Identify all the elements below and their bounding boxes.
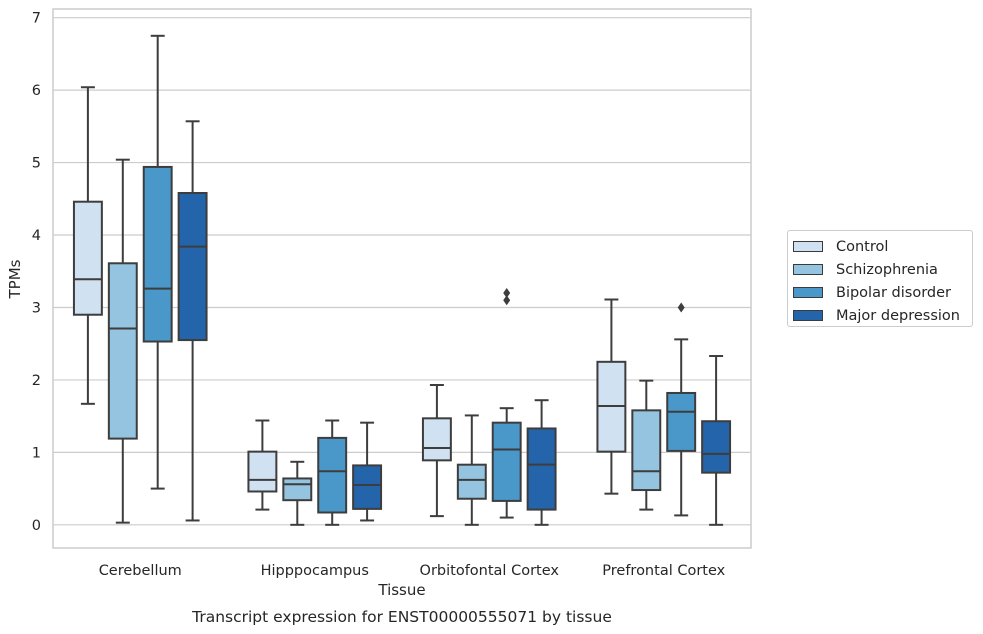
legend: Control Schizophrenia Bipolar disorder M… <box>787 230 973 327</box>
y-tick-label: 7 <box>32 11 41 27</box>
box-plot-series <box>72 34 732 526</box>
y-axis-ticks: 0 1 2 3 4 5 6 7 <box>32 11 41 534</box>
box-control <box>596 298 627 495</box>
legend-label-major-depression: Major depression <box>836 307 960 324</box>
box-iqr <box>142 165 173 343</box>
box-control <box>421 383 452 518</box>
outlier-point <box>503 295 511 306</box>
box-iqr <box>526 427 557 511</box>
box-iqr <box>107 262 138 440</box>
box-schizophrenia <box>282 460 313 526</box>
box-major-depression <box>177 120 208 522</box>
x-tick-label: Orbitofontal Cortex <box>420 563 560 579</box>
box-iqr <box>247 450 278 493</box>
y-tick-label: 2 <box>32 373 41 389</box>
x-axis-ticks: Cerebellum Hipppocampus Orbitofontal Corte… <box>99 563 726 579</box>
box-schizophrenia <box>107 158 138 524</box>
y-tick-label: 6 <box>32 83 41 99</box>
box-iqr <box>456 463 487 500</box>
outlier-point <box>503 287 511 298</box>
legend-item-major-depression: Major depression <box>793 304 972 327</box>
legend-swatch-bipolar-disorder <box>793 287 823 298</box>
legend-label-schizophrenia: Schizophrenia <box>836 261 938 278</box>
box-iqr <box>631 409 662 492</box>
box-iqr <box>491 421 522 502</box>
box-control <box>247 419 278 511</box>
outlier-point <box>677 302 685 313</box>
x-axis-label: Tissue <box>377 581 425 599</box>
box-major-depression <box>701 355 732 526</box>
y-tick-label: 5 <box>32 156 41 172</box>
legend-label-control: Control <box>836 238 889 255</box>
x-tick-label: Hipppocampus <box>261 563 369 579</box>
box-schizophrenia <box>456 414 487 526</box>
box-major-depression <box>526 399 557 526</box>
legend-swatch-schizophrenia <box>793 264 823 275</box>
y-axis-label: TPMs <box>6 259 24 299</box>
legend-swatch-control <box>793 241 823 252</box>
box-iqr <box>177 192 208 342</box>
box-bipolar-disorder <box>491 287 522 519</box>
y-tick-label: 1 <box>32 445 41 461</box>
box-iqr <box>282 477 313 502</box>
box-iqr <box>421 417 452 462</box>
box-iqr <box>666 391 697 452</box>
x-tick-label: Cerebellum <box>99 563 182 579</box>
y-tick-label: 3 <box>32 300 41 316</box>
box-control <box>72 86 103 405</box>
y-tick-label: 0 <box>32 518 41 534</box>
box-iqr <box>701 420 732 474</box>
box-iqr <box>352 464 383 510</box>
y-tick-label: 4 <box>32 228 41 244</box>
box-bipolar-disorder <box>666 302 697 517</box>
box-schizophrenia <box>631 379 662 511</box>
legend-swatch-major-depression <box>793 310 823 321</box>
legend-item-control: Control <box>793 235 972 258</box>
legend-item-schizophrenia: Schizophrenia <box>793 258 972 281</box>
box-iqr <box>317 436 348 514</box>
box-bipolar-disorder <box>317 419 348 526</box>
box-iqr <box>72 200 103 316</box>
chart-title: Transcript expression for ENST0000055507… <box>191 608 612 626</box>
box-bipolar-disorder <box>142 34 173 490</box>
legend-label-bipolar-disorder: Bipolar disorder <box>836 284 951 301</box>
legend-item-bipolar-disorder: Bipolar disorder <box>793 281 972 304</box>
box-major-depression <box>352 421 383 522</box>
x-tick-label: Prefrontal Cortex <box>602 563 725 579</box>
